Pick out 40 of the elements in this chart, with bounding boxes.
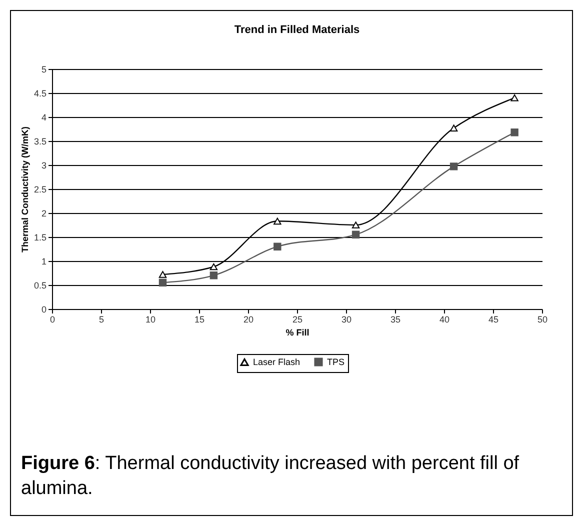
y-tick-label: 2.5	[34, 184, 46, 194]
x-tick-label: 50	[537, 314, 548, 324]
point	[158, 278, 167, 286]
x-tick-label: 45	[488, 314, 499, 324]
point	[352, 222, 360, 228]
y-tick-label: 0.5	[34, 280, 46, 290]
x-tick-label: 10	[145, 314, 156, 324]
y-tick-label: 3	[41, 160, 46, 170]
caption: Figure 6: Thermal conductivity increased with percent fill of alumina.	[21, 452, 520, 501]
y-tick-label: 0	[41, 304, 46, 314]
x-tick-label: 40	[439, 314, 450, 324]
y-axis-title: Thermal Conductivity (W/mK)	[20, 126, 30, 253]
x-tick-label: 5	[98, 314, 104, 324]
y-tick-label: 5	[41, 64, 46, 74]
y-tick-label: 2	[41, 208, 46, 218]
y-tick-label: 1.5	[34, 232, 46, 242]
x-tick-label: 0	[50, 314, 56, 324]
x-axis-title: % Fill	[286, 328, 310, 338]
point	[274, 218, 282, 225]
legend-label: Laser Flash	[253, 357, 300, 368]
point	[274, 242, 282, 250]
point	[450, 162, 458, 170]
point	[352, 230, 360, 238]
x-tick-label: 35	[390, 314, 401, 324]
y-tick-label: 4	[41, 112, 46, 122]
x-tick-label: 30	[341, 314, 352, 324]
point	[450, 124, 458, 132]
point	[158, 271, 167, 278]
x-tick-label: 25	[292, 314, 303, 324]
y-tick-label: 4.5	[34, 88, 46, 98]
point	[510, 128, 518, 136]
point	[210, 263, 218, 270]
y-tick-label: 1	[41, 256, 46, 266]
legend-label: TPS	[327, 356, 345, 367]
x-tick-label: 20	[243, 314, 254, 324]
y-tick-label: 3.5	[34, 136, 46, 146]
point	[510, 94, 518, 102]
x-tick-label: 15	[194, 314, 205, 324]
chart-title: Trend in Filled Materials	[234, 24, 360, 36]
point	[210, 272, 218, 280]
